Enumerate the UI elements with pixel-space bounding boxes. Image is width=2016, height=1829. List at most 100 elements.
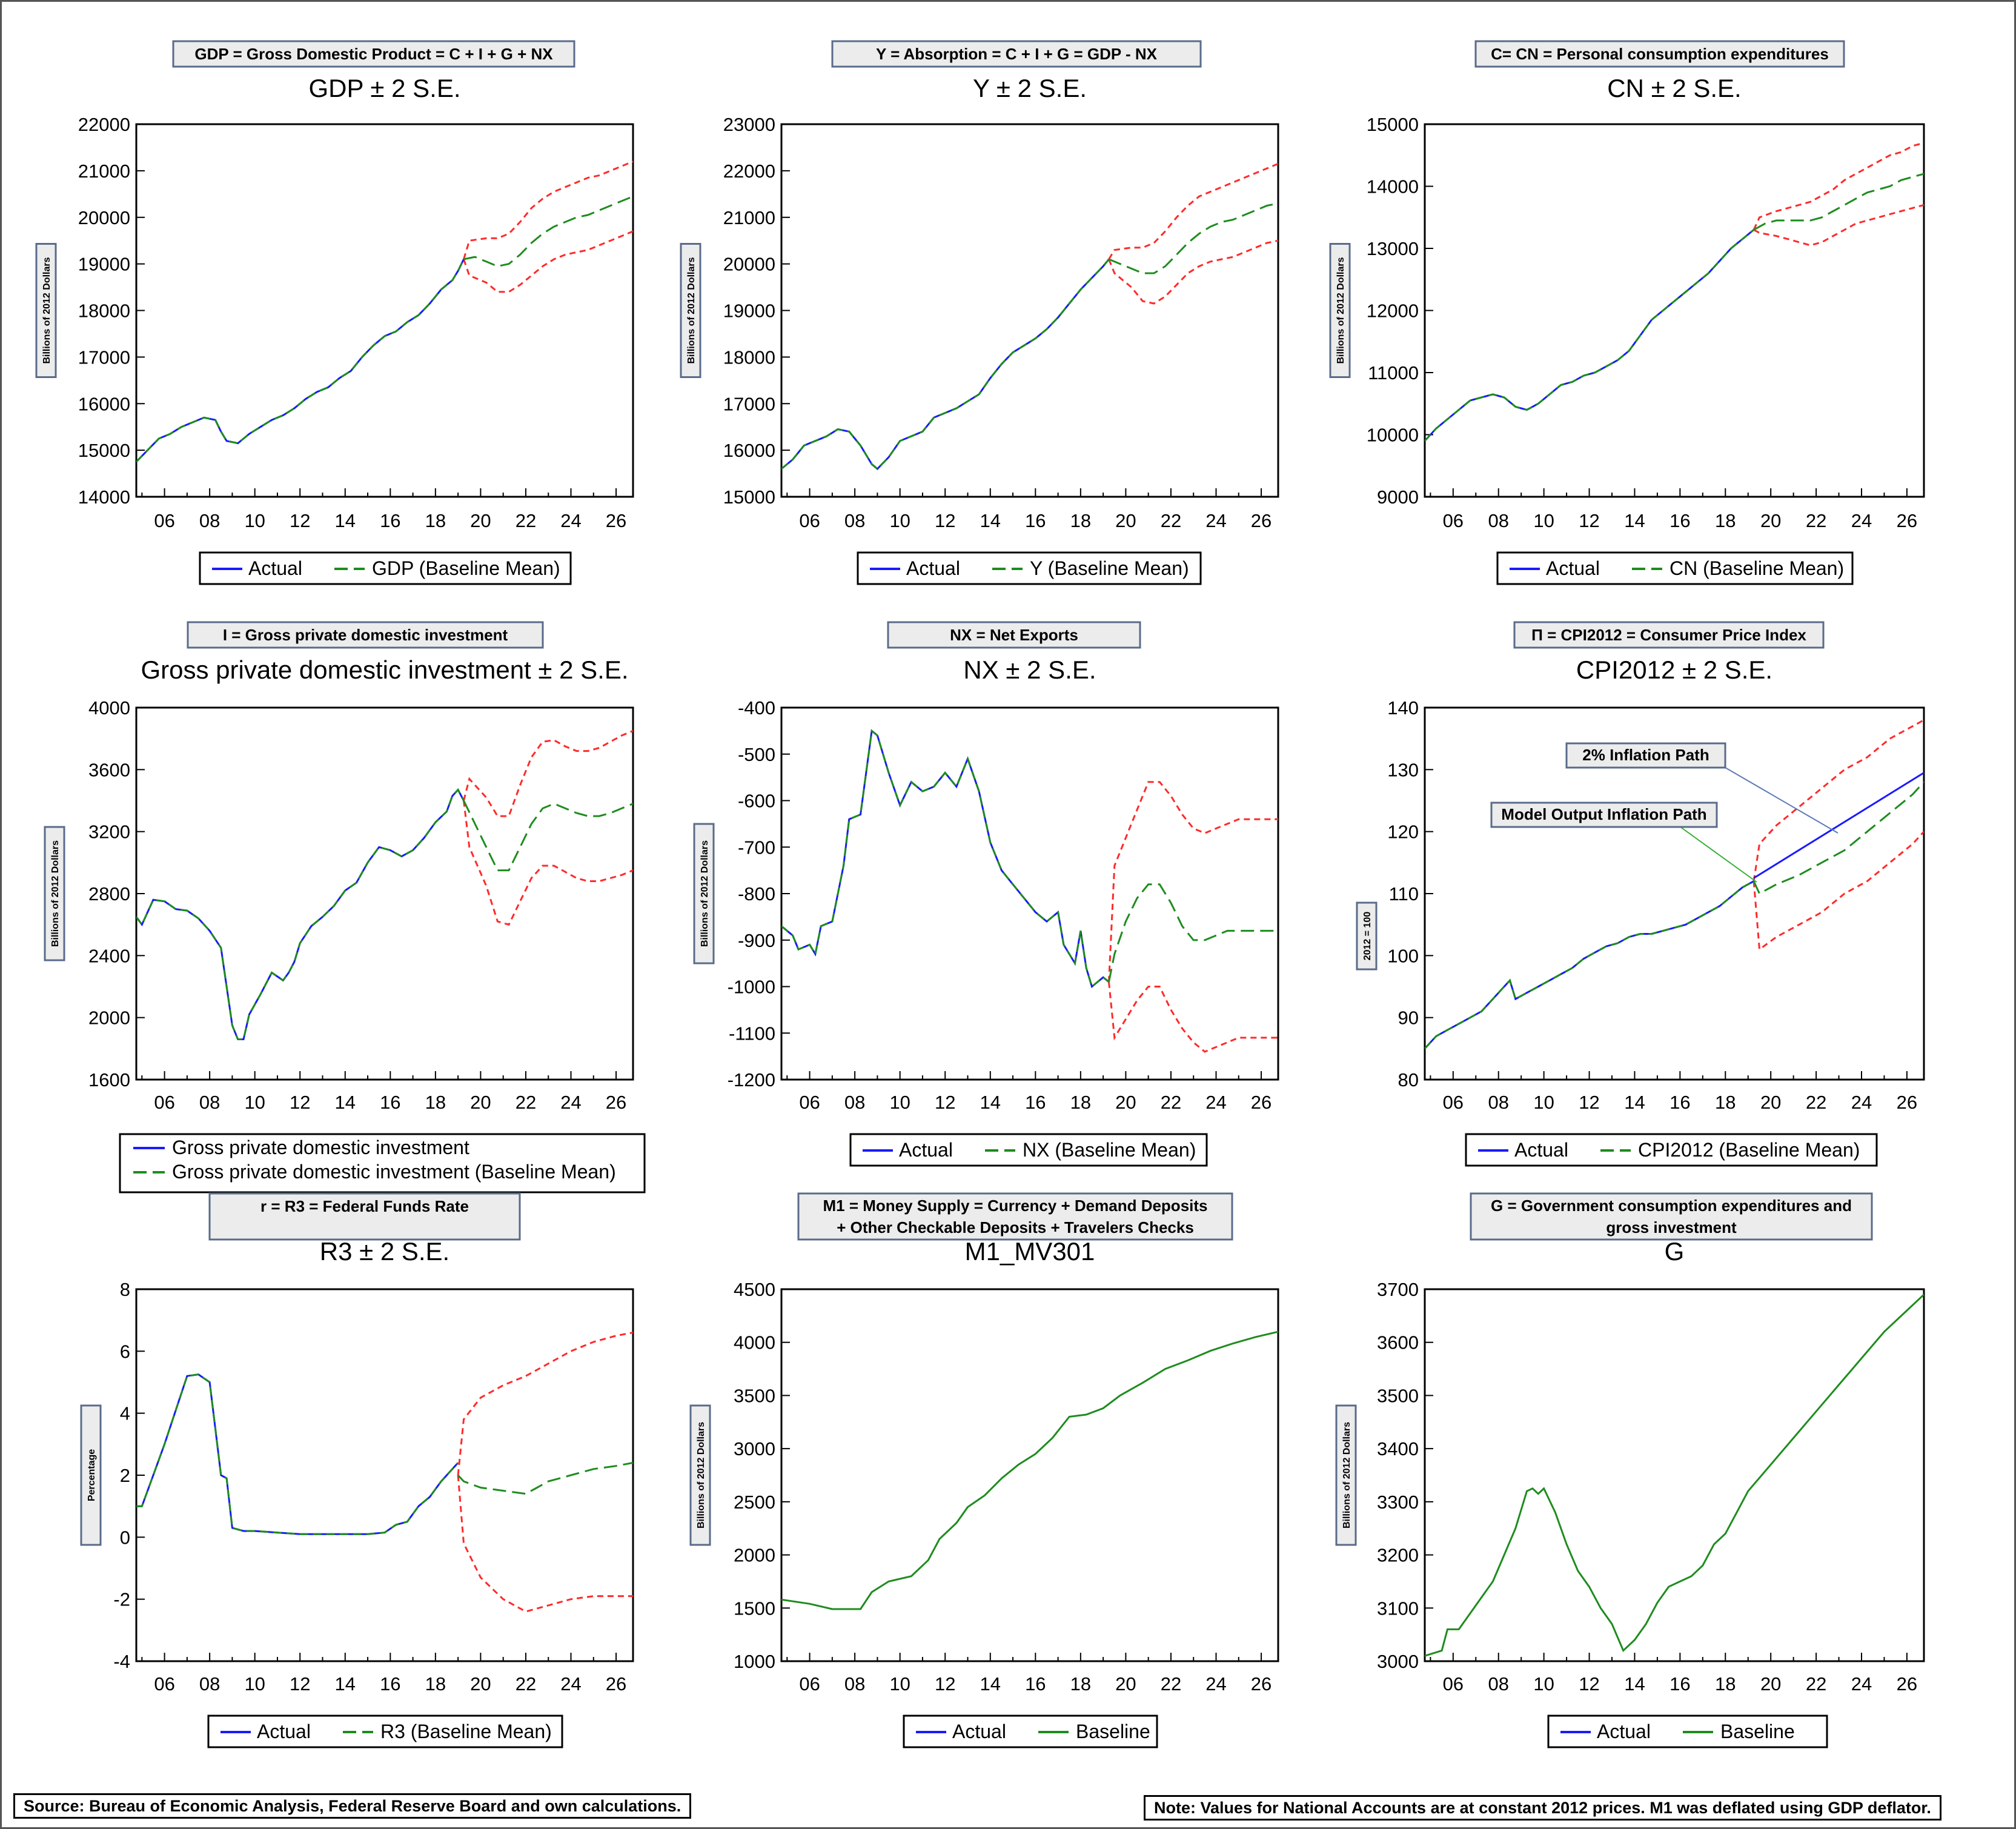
y-tick-label: 15000 — [1367, 114, 1419, 135]
legend-label: NX (Baseline Mean) — [1023, 1139, 1196, 1161]
plot-area — [1424, 1288, 1925, 1662]
x-tick-label: 26 — [1251, 1092, 1272, 1113]
y-tick-label: -800 — [738, 883, 775, 905]
baseline-line — [1108, 883, 1278, 983]
y-tick-label: 3200 — [88, 822, 130, 843]
y-tick-label: 100 — [1387, 945, 1419, 966]
y-tick-label: 17000 — [78, 347, 130, 368]
y-tick-label: 1000 — [734, 1651, 775, 1672]
x-tick-label: 20 — [1115, 1092, 1136, 1113]
definition-box — [797, 1192, 1233, 1241]
x-tick-label: 12 — [935, 510, 955, 531]
chart-title: M1_MV301 — [965, 1237, 1095, 1266]
x-tick-label: 06 — [1443, 1092, 1464, 1113]
lower-band-line — [457, 1475, 633, 1613]
x-tick-label: 10 — [889, 510, 910, 531]
y-tick-label: 16000 — [723, 440, 775, 461]
series-group — [781, 1330, 1278, 1610]
y-tick-label: 21000 — [723, 207, 775, 228]
legend-label: Y (Baseline Mean) — [1030, 557, 1189, 579]
x-tick-label: 24 — [560, 1092, 581, 1113]
annotation-leader — [1725, 767, 1839, 834]
baseline-line — [463, 195, 633, 268]
x-tick-label: 10 — [244, 1092, 265, 1113]
x-tick-label: 14 — [1624, 510, 1645, 531]
upper-band-line — [1108, 781, 1278, 982]
y-tick-label: 3200 — [1377, 1545, 1419, 1566]
series-group — [781, 162, 1278, 470]
ylabel-box — [44, 826, 65, 961]
legend-label: Actual — [248, 557, 302, 579]
chart-nx: NX = Net Exports NX ± 2 S.E. Billions of 2… — [693, 621, 1279, 1167]
series-group — [136, 161, 633, 463]
x-tick-label: 16 — [1669, 1673, 1690, 1695]
plot-area — [135, 1288, 634, 1662]
y-tick-label: 120 — [1387, 822, 1419, 843]
y-tick-label: 1500 — [734, 1598, 775, 1619]
y-tick-label: 22000 — [723, 161, 775, 182]
annotation-leader — [1680, 826, 1757, 883]
definition-text: Π = CPI2012 = Consumer Price Index — [1531, 626, 1806, 644]
x-tick-label: 12 — [1579, 1673, 1599, 1695]
legend-label: Actual — [257, 1721, 311, 1742]
x-tick-label: 18 — [1715, 1673, 1736, 1695]
series-group — [136, 1332, 633, 1613]
x-tick-label: 12 — [1579, 510, 1599, 531]
y-tick-label: 14000 — [78, 486, 130, 508]
x-tick-label: 24 — [1205, 1673, 1226, 1695]
definition-text: Y = Absorption = C + I + G = GDP - NX — [876, 45, 1158, 63]
x-tick-label: 24 — [1205, 510, 1226, 531]
x-tick-label: 22 — [1161, 510, 1181, 531]
x-tick-label: 26 — [606, 1673, 626, 1695]
legend-label: Actual — [899, 1139, 953, 1161]
x-tick-label: 16 — [1025, 1673, 1046, 1695]
baseline-line — [1425, 1293, 1924, 1657]
chart-title: GDP ± 2 S.E. — [308, 74, 460, 102]
y-axis-label: Billions of 2012 Dollars — [686, 257, 697, 363]
y-tick-label: 19000 — [723, 300, 775, 322]
chart-title: Gross private domestic investment ± 2 S.… — [141, 656, 628, 684]
annotation-box — [1565, 742, 1726, 769]
x-tick-label: 14 — [1624, 1673, 1645, 1695]
x-tick-label: 06 — [1443, 510, 1464, 531]
definition-box — [831, 40, 1202, 68]
x-tick-label: 22 — [516, 510, 536, 531]
lower-band-line — [1108, 981, 1278, 1053]
x-tick-label: 08 — [1488, 510, 1508, 531]
x-tick-label: 14 — [980, 510, 1001, 531]
chart-inv: I = Gross private domestic investment Gro… — [44, 621, 646, 1193]
y-tick-label: 19000 — [78, 254, 130, 275]
x-tick-label: 14 — [335, 1673, 356, 1695]
definition-box — [208, 1192, 521, 1241]
x-tick-label: 16 — [380, 1673, 400, 1695]
x-tick-label: 08 — [199, 510, 220, 531]
definition-text: C= CN = Personal consumption expenditure… — [1491, 45, 1829, 63]
plot-area — [780, 706, 1279, 1081]
baseline-line — [781, 1330, 1278, 1610]
upper-band-line — [1108, 162, 1278, 260]
x-tick-label: 06 — [799, 510, 820, 531]
y-tick-label: 3000 — [734, 1438, 775, 1459]
y-tick-label: 3400 — [1377, 1438, 1419, 1459]
y-tick-label: -1100 — [729, 1023, 775, 1044]
annotation-text: 2% Inflation Path — [1582, 746, 1709, 764]
x-tick-label: 20 — [1760, 510, 1781, 531]
legend-label: Actual — [906, 557, 960, 579]
x-tick-label: 10 — [889, 1673, 910, 1695]
footer-note: Note: Values for National Accounts are a… — [1144, 1795, 1941, 1821]
definition-text: I = Gross private domestic investment — [223, 626, 508, 644]
series-group — [1425, 1293, 1924, 1657]
x-tick-label: 14 — [335, 1092, 356, 1113]
y-tick-label: 15000 — [78, 440, 130, 461]
x-tick-label: 26 — [1897, 510, 1917, 531]
y-tick-label: 2800 — [88, 883, 130, 905]
y-tick-label: 1600 — [88, 1069, 130, 1090]
actual-fit-overlay — [781, 258, 1110, 470]
chart-title: CPI2012 ± 2 S.E. — [1576, 656, 1772, 684]
y-tick-label: 2000 — [88, 1007, 130, 1029]
y-tick-label: 12000 — [1367, 300, 1419, 322]
definition-box — [1513, 621, 1825, 649]
ylabel-box — [680, 243, 701, 378]
